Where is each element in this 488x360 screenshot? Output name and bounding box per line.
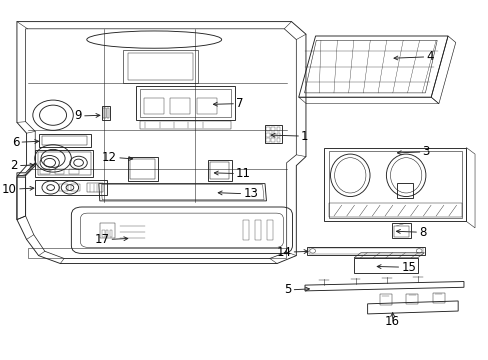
Bar: [122, 50, 197, 83]
Bar: [265, 138, 269, 142]
Text: 6: 6: [12, 136, 20, 149]
Bar: [143, 98, 163, 114]
Bar: [328, 151, 461, 218]
Bar: [71, 184, 80, 191]
Bar: [27, 248, 285, 258]
Bar: [271, 133, 275, 137]
Text: 3: 3: [422, 145, 429, 158]
Text: 9: 9: [74, 109, 82, 122]
Bar: [265, 127, 269, 131]
Bar: [110, 230, 112, 237]
Bar: [210, 162, 229, 179]
Bar: [140, 89, 231, 117]
Bar: [103, 108, 105, 118]
Bar: [127, 53, 192, 80]
Bar: [54, 169, 64, 174]
Bar: [353, 258, 417, 273]
Bar: [38, 152, 90, 175]
Bar: [196, 98, 216, 114]
Text: 7: 7: [236, 97, 243, 110]
Bar: [267, 220, 273, 240]
Bar: [271, 127, 275, 131]
Text: 5: 5: [284, 283, 291, 296]
Bar: [140, 121, 231, 129]
Bar: [393, 226, 407, 237]
Bar: [271, 138, 275, 142]
Text: 10: 10: [2, 183, 17, 195]
Text: 2: 2: [10, 159, 18, 172]
Bar: [306, 247, 424, 255]
Bar: [69, 169, 79, 174]
Bar: [276, 133, 280, 137]
Bar: [170, 98, 190, 114]
Bar: [265, 133, 269, 137]
Bar: [102, 106, 110, 120]
Bar: [308, 248, 422, 254]
Text: 4: 4: [426, 50, 433, 63]
Bar: [127, 157, 157, 181]
Bar: [106, 230, 108, 237]
Bar: [102, 230, 104, 237]
Text: 13: 13: [243, 187, 258, 200]
Bar: [406, 293, 417, 303]
Text: 16: 16: [385, 315, 399, 328]
Bar: [379, 294, 391, 305]
Bar: [42, 136, 87, 145]
Bar: [391, 223, 410, 238]
Bar: [432, 293, 444, 303]
Text: 17: 17: [94, 233, 109, 246]
Bar: [100, 223, 115, 238]
Text: 15: 15: [401, 261, 415, 274]
Bar: [276, 138, 280, 142]
Bar: [59, 184, 68, 191]
Bar: [264, 125, 281, 143]
Bar: [328, 203, 461, 217]
Text: 8: 8: [418, 226, 426, 239]
Text: 11: 11: [236, 167, 251, 180]
Bar: [136, 86, 235, 120]
Text: 12: 12: [102, 151, 117, 164]
Bar: [40, 169, 50, 174]
Bar: [397, 183, 412, 198]
Bar: [106, 108, 109, 118]
Bar: [35, 150, 93, 177]
Bar: [255, 220, 261, 240]
Bar: [39, 134, 90, 147]
Bar: [276, 127, 280, 131]
Bar: [130, 159, 155, 179]
Bar: [87, 183, 102, 192]
Bar: [207, 160, 231, 181]
Bar: [243, 220, 248, 240]
Text: 14: 14: [276, 246, 291, 258]
Text: 1: 1: [301, 130, 308, 143]
Bar: [35, 180, 106, 195]
